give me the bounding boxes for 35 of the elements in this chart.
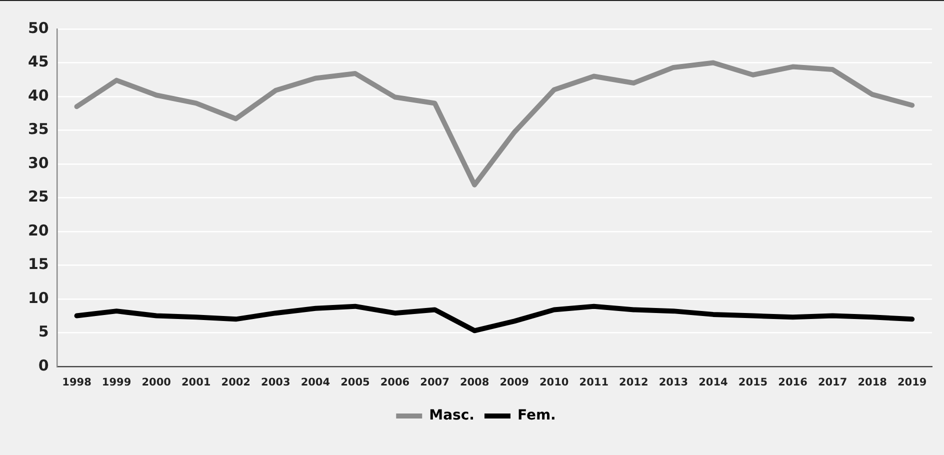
legend-label: Masc. [429,408,474,424]
x-tick-label: 2003 [261,376,290,388]
y-tick-label: 35 [28,120,49,138]
y-tick-label: 15 [28,255,49,274]
x-tick-label: 1999 [102,376,132,388]
x-tick-label: 2017 [818,376,848,388]
y-tick-label: 10 [28,288,49,307]
x-tick-label: 2000 [142,376,171,388]
x-tick-label: 2010 [539,376,569,388]
x-tick-label: 2007 [420,376,450,388]
x-tick-label: 2019 [897,376,927,388]
x-tick-label: 2006 [380,376,410,388]
x-tick-label: 2013 [658,376,688,388]
x-tick-label: 2002 [221,376,250,388]
x-tick-label: 2005 [340,376,370,388]
x-tick-label: 2015 [738,376,768,388]
x-tick-label: 2014 [698,376,728,388]
x-tick-label: 2012 [619,376,648,388]
y-tick-label: 30 [28,154,49,172]
x-tick-label: 2009 [500,376,529,388]
y-tick-label: 20 [28,221,49,240]
y-tick-label: 50 [28,18,49,37]
legend-label: Fem. [517,408,556,424]
x-tick-label: 2016 [778,376,808,388]
y-tick-label: 45 [28,52,49,71]
y-tick-label: 40 [28,86,49,104]
x-tick-label: 2004 [300,376,330,388]
x-tick-label: 2008 [460,376,490,388]
x-tick-label: 2001 [181,376,211,388]
y-tick-label: 5 [38,322,49,341]
x-tick-label: 2018 [858,376,887,388]
y-tick-label: 25 [28,188,49,206]
x-tick-label: 1998 [62,376,92,388]
y-tick-label: 0 [38,356,49,374]
x-tick-label: 2011 [579,376,608,388]
